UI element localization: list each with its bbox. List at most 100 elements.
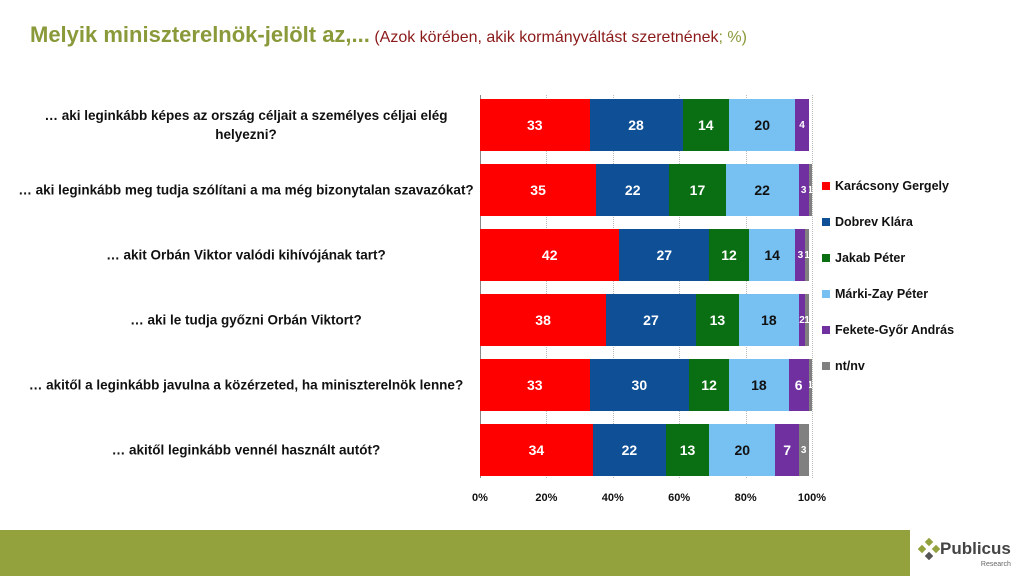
bar-segment: 22	[596, 164, 670, 216]
logo-icon	[918, 538, 940, 560]
legend-label: Dobrev Klára	[835, 215, 913, 229]
data-label: 28	[628, 117, 644, 133]
bar-segment: 27	[606, 294, 696, 346]
bar-segment: 6	[788, 359, 809, 411]
bar-segment: 18	[729, 359, 789, 411]
data-label: 14	[697, 117, 714, 133]
legend-swatch	[822, 218, 830, 226]
gridline	[546, 95, 548, 478]
category-label: … aki le tudja győzni Orbán Viktort?	[130, 312, 362, 328]
bar-segment: 1	[805, 229, 809, 281]
logo-subtext: Research	[980, 561, 1011, 568]
title-main: Melyik miniszterelnök-jelölt az,...	[30, 22, 370, 47]
data-label: 1	[805, 249, 809, 261]
category-label: … aki leginkább képes az ország céljait …	[44, 108, 448, 142]
data-label: 1	[808, 379, 812, 391]
bar-segment: 22	[592, 424, 666, 476]
gridline	[812, 95, 813, 478]
data-label: 20	[754, 117, 770, 133]
legend-label: Jakab Péter	[835, 251, 906, 265]
x-tick-label: 100%	[797, 492, 827, 504]
bar-segment: 14	[682, 99, 729, 151]
bar-segment: 3	[798, 424, 809, 476]
legend-swatch	[822, 254, 830, 262]
legend-swatch	[822, 326, 830, 334]
data-label: 27	[643, 312, 659, 328]
bar-segment: 1	[808, 164, 812, 216]
bar-segment: 13	[695, 294, 739, 346]
data-label: 35	[530, 182, 546, 198]
data-label: 18	[751, 377, 767, 393]
data-label: 38	[535, 312, 551, 328]
bar-segment: 38	[480, 294, 607, 346]
data-label: 1	[808, 184, 812, 196]
legend-item: Jakab Péter	[822, 251, 905, 265]
data-label: 3	[800, 184, 807, 196]
bar-segment: 20	[729, 99, 796, 151]
legend-label: nt/nv	[835, 359, 865, 373]
data-label: 13	[709, 312, 726, 328]
data-label: 22	[754, 182, 770, 198]
bar-segment: 12	[689, 359, 729, 411]
chart-title: Melyik miniszterelnök-jelölt az,... (Azo…	[30, 22, 747, 48]
bar-segment: 27	[619, 229, 710, 281]
bar-segment: 17	[669, 164, 726, 216]
legend-item: Dobrev Klára	[822, 215, 913, 229]
bar-segment: 20	[709, 424, 776, 476]
data-label: 2	[799, 314, 805, 326]
bar-segment: 33	[480, 359, 590, 411]
data-label: 22	[621, 442, 638, 458]
bar-segment: 4	[795, 99, 809, 151]
bar-segment: 42	[480, 229, 620, 281]
bar-segment: 30	[589, 359, 690, 411]
data-label: 12	[701, 377, 717, 393]
data-label: 12	[721, 247, 737, 263]
gridline	[745, 95, 747, 478]
legend-item: Márki-Zay Péter	[822, 287, 928, 301]
legend-label: Karácsony Gergely	[835, 179, 949, 193]
legend-label: Márki-Zay Péter	[835, 287, 929, 301]
bar-segment: 12	[709, 229, 749, 281]
bar-segment: 13	[665, 424, 710, 476]
data-label: 4	[799, 119, 805, 131]
data-label: 6	[794, 377, 803, 393]
bar-segment: 2	[798, 294, 806, 346]
bar-segment: 7	[775, 424, 799, 476]
footer-bar	[0, 530, 910, 576]
data-label: 30	[631, 377, 648, 393]
bar-segment: 3	[795, 229, 806, 281]
data-label: 20	[734, 442, 751, 458]
data-label: 27	[656, 247, 673, 263]
legend-swatch	[822, 290, 830, 298]
data-label: 33	[526, 117, 543, 133]
legend-item: Fekete-Győr András	[822, 323, 954, 337]
legend-label: Fekete-Győr András	[835, 323, 955, 337]
category-label: … aki leginkább meg tudja szólítani a ma…	[18, 182, 474, 198]
data-label: 18	[761, 312, 777, 328]
data-label: 1	[805, 314, 809, 326]
bar-segment: 33	[480, 99, 590, 151]
legend-item: Karácsony Gergely	[822, 179, 949, 193]
bar-segment: 35	[480, 164, 597, 216]
bar-segment: 1	[805, 294, 809, 346]
category-label: … akitől a leginkább javulna a közérzete…	[28, 377, 464, 393]
legend-swatch	[822, 362, 830, 370]
title-subtitle: (Azok körében, akik kormányváltást szere…	[374, 29, 719, 46]
data-label: 3	[800, 444, 807, 456]
x-tick-label: 0%	[472, 492, 488, 504]
legend-item: nt/nv	[822, 359, 865, 373]
x-tick-label: 80%	[734, 492, 757, 504]
data-label: 3	[797, 249, 804, 261]
category-label: … akitől leginkább vennél használt autót…	[111, 442, 381, 458]
data-label: 34	[528, 442, 545, 458]
bar-segment: 28	[589, 99, 683, 151]
title-subtitle-end: ; %)	[718, 29, 747, 46]
category-label: … akit Orbán Viktor valódi kihívójának t…	[106, 247, 386, 263]
y-axis-line	[480, 95, 481, 478]
bar-segment: 14	[748, 229, 796, 281]
bar-segment: 34	[480, 424, 593, 476]
logo-text: Publicus	[940, 539, 1011, 558]
publicus-logo: Publicus Research	[918, 538, 1011, 568]
x-tick-label: 40%	[601, 492, 624, 504]
